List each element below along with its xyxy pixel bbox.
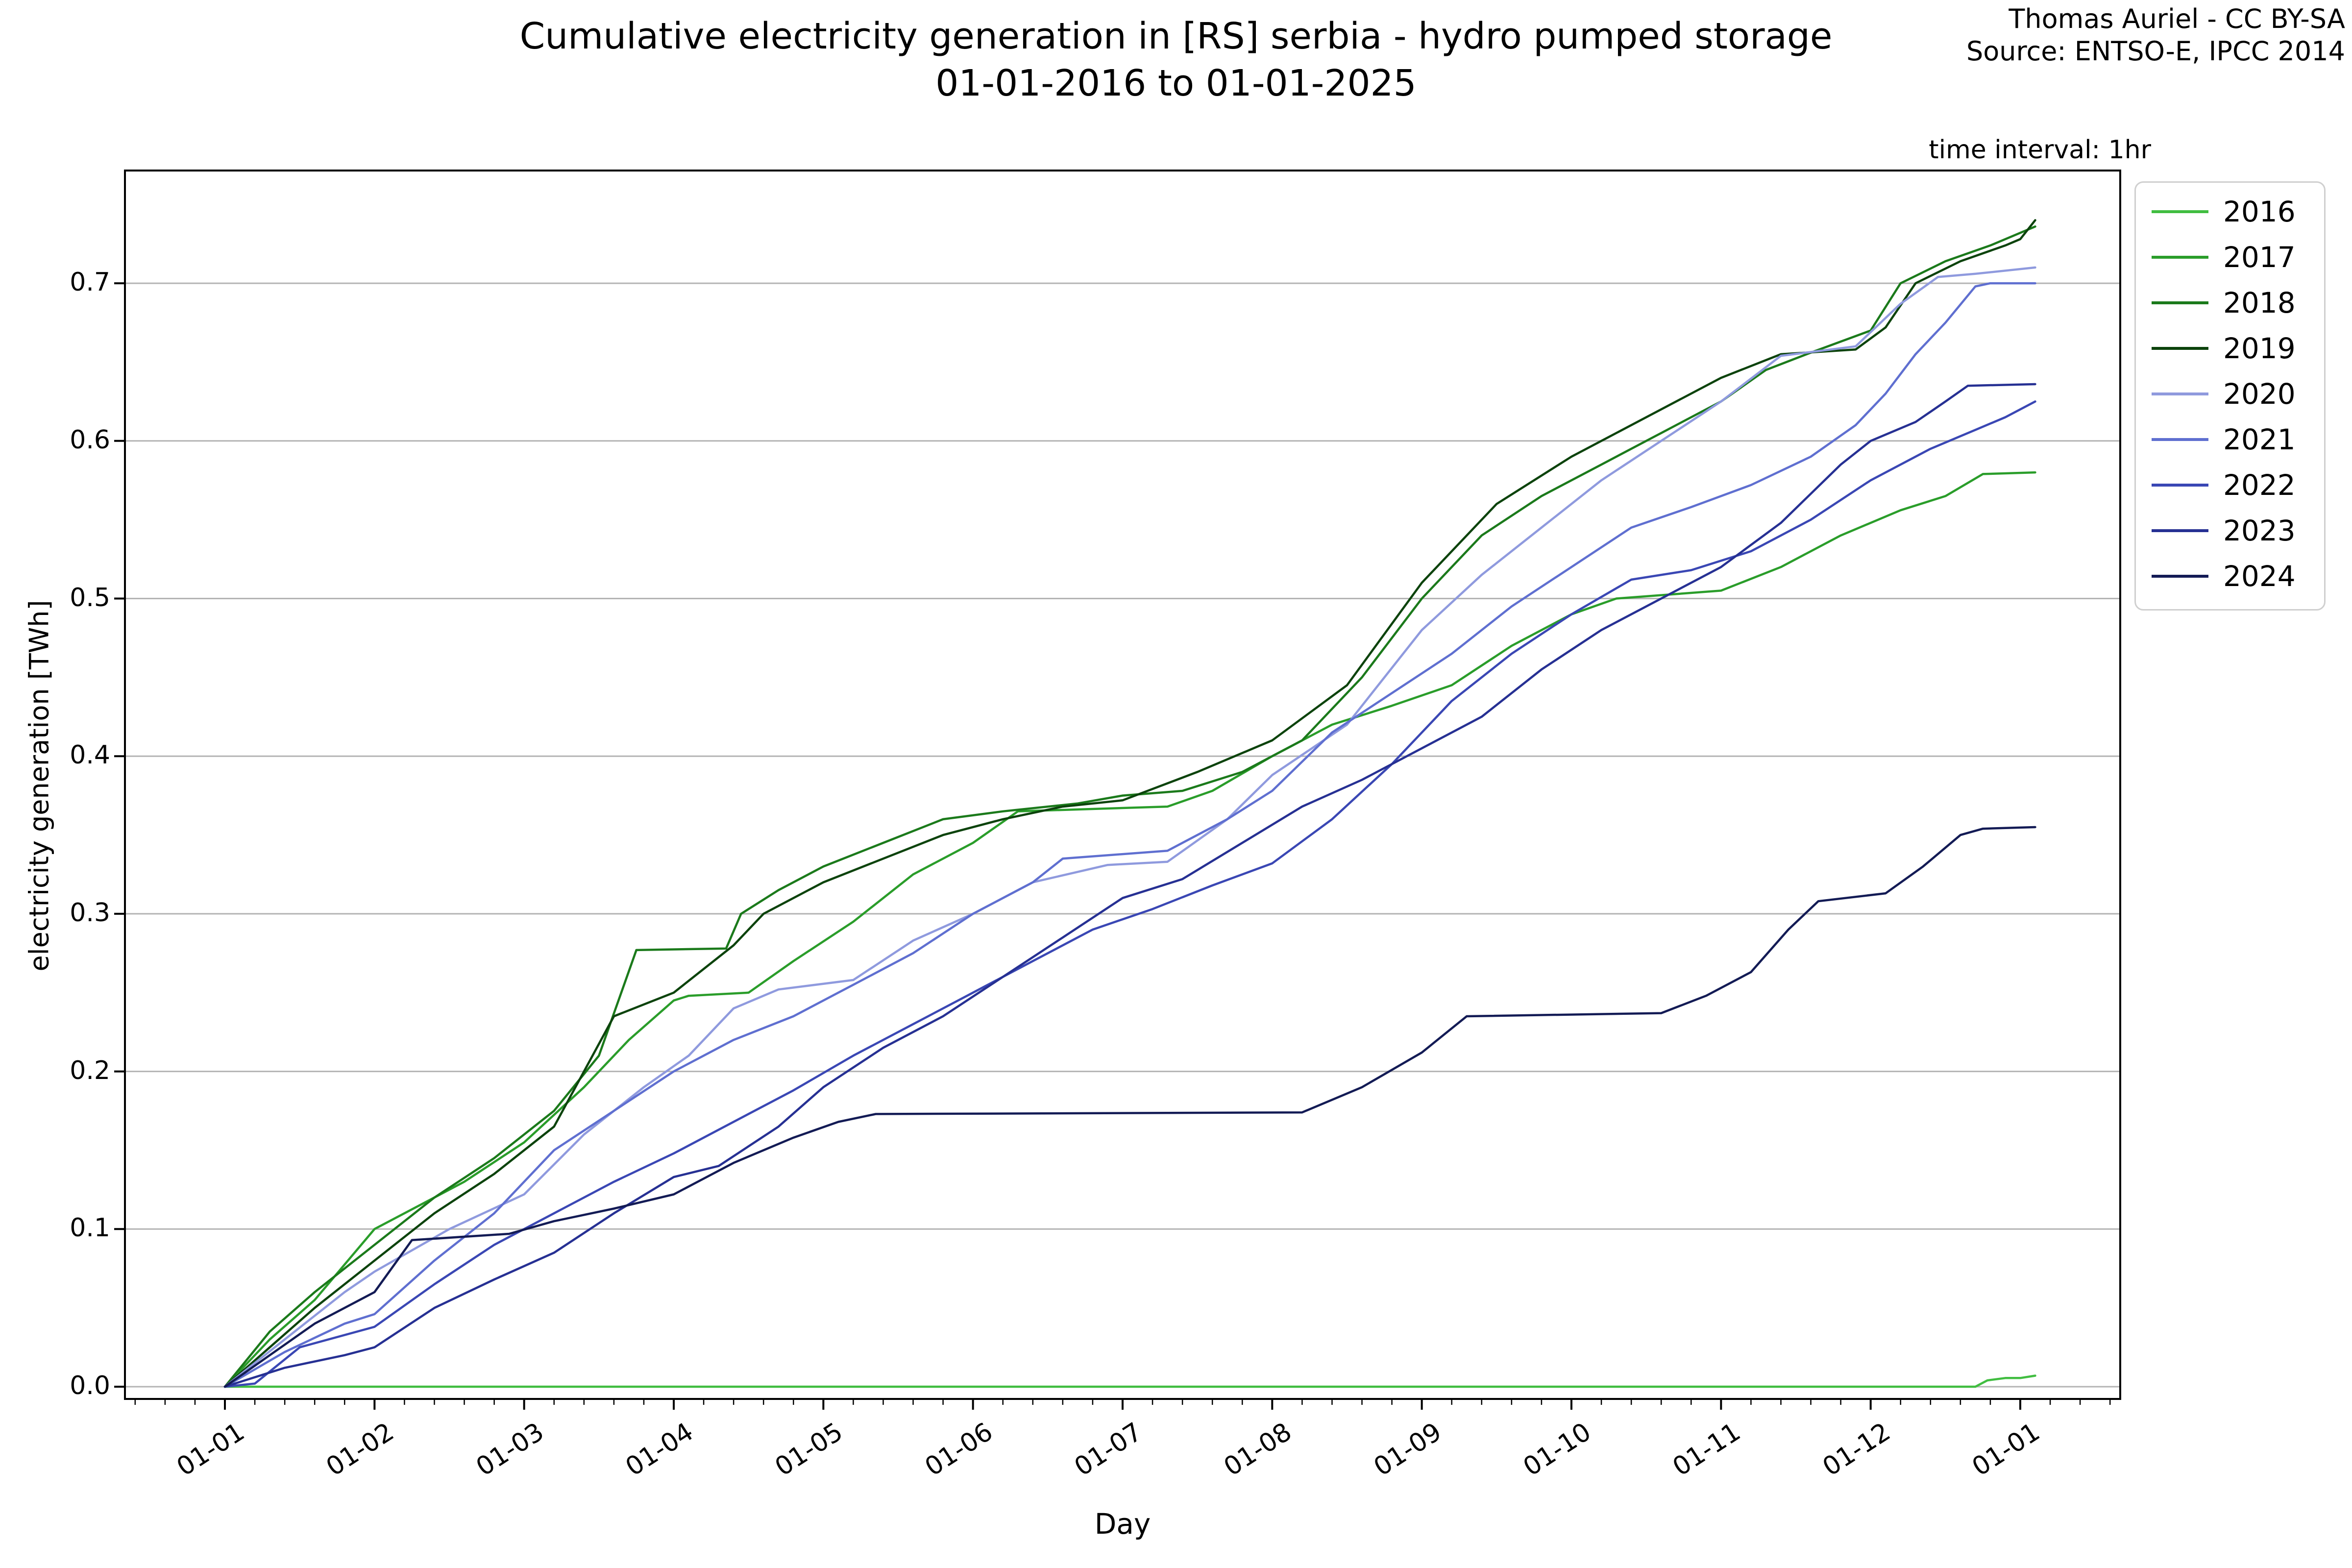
series-line-2021	[223, 282, 2036, 1388]
chart-title-line1: Cumulative electricity generation in [RS…	[519, 15, 1833, 57]
chart-title: Cumulative electricity generation in [RS…	[0, 13, 2352, 107]
y-tick-label-0.2: 0.2	[70, 1055, 110, 1085]
legend-item-2016: 2016	[2136, 189, 2324, 234]
legend-item-2021: 2021	[2136, 416, 2324, 462]
legend-line-swatch-2022	[2152, 483, 2208, 487]
x-axis-label: Day	[1094, 1507, 1151, 1541]
legend-line-swatch-2018	[2152, 301, 2208, 304]
y-tick-label-0.5: 0.5	[70, 583, 110, 612]
time-interval-label: time interval: 1hr	[1929, 135, 2151, 165]
series-line-2019	[223, 219, 2036, 1388]
legend-label-2019: 2019	[2223, 331, 2296, 365]
legend-item-2019: 2019	[2136, 325, 2324, 371]
legend-label-2018: 2018	[2223, 286, 2296, 319]
series-line-2023	[223, 383, 2036, 1388]
y-tick-label-0.6: 0.6	[70, 425, 110, 455]
legend-label-2016: 2016	[2223, 195, 2296, 228]
chart-title-line2: 01-01-2016 to 01-01-2025	[935, 62, 1417, 104]
y-tick-label-0.4: 0.4	[70, 740, 110, 770]
legend-label-2021: 2021	[2223, 422, 2296, 456]
plot-border	[124, 170, 2121, 1400]
legend-line-swatch-2017	[2152, 255, 2208, 259]
legend-item-2022: 2022	[2136, 462, 2324, 508]
legend: 2016 2017 2018 2019 2020 2021 2022 2023 2024	[2134, 181, 2326, 611]
legend-label-2017: 2017	[2223, 240, 2296, 274]
legend-item-2017: 2017	[2136, 234, 2324, 280]
legend-line-swatch-2024	[2152, 574, 2208, 578]
series-line-2018	[223, 225, 2036, 1388]
y-tick-label-0.7: 0.7	[70, 268, 110, 297]
series-line-2016	[223, 1374, 2036, 1388]
attribution: Thomas Auriel - CC BY-SA Source: ENTSO-E…	[1966, 3, 2345, 68]
series-line-2024	[223, 826, 2036, 1388]
legend-label-2023: 2023	[2223, 514, 2296, 547]
legend-item-2018: 2018	[2136, 280, 2324, 325]
series-line-2017	[223, 471, 2036, 1388]
y-axis-label: electricity generation [TWh]	[24, 600, 55, 972]
legend-item-2023: 2023	[2136, 508, 2324, 553]
y-tick-label-0.0: 0.0	[70, 1371, 110, 1400]
legend-line-swatch-2020	[2152, 392, 2208, 395]
legend-label-2022: 2022	[2223, 468, 2296, 502]
legend-item-2024: 2024	[2136, 553, 2324, 599]
series-line-2022	[223, 400, 2036, 1388]
y-tick-label-0.1: 0.1	[70, 1213, 110, 1243]
legend-line-swatch-2019	[2152, 346, 2208, 350]
legend-label-2020: 2020	[2223, 377, 2296, 411]
legend-line-swatch-2023	[2152, 529, 2208, 532]
legend-label-2024: 2024	[2223, 559, 2296, 593]
attribution-source: Source: ENTSO-E, IPCC 2014	[1966, 36, 2345, 67]
legend-line-swatch-2016	[2152, 210, 2208, 213]
series-line-2020	[223, 266, 2036, 1388]
legend-line-swatch-2021	[2152, 438, 2208, 441]
y-tick-label-0.3: 0.3	[70, 898, 110, 928]
legend-item-2020: 2020	[2136, 371, 2324, 416]
attribution-author: Thomas Auriel - CC BY-SA	[2009, 3, 2345, 34]
